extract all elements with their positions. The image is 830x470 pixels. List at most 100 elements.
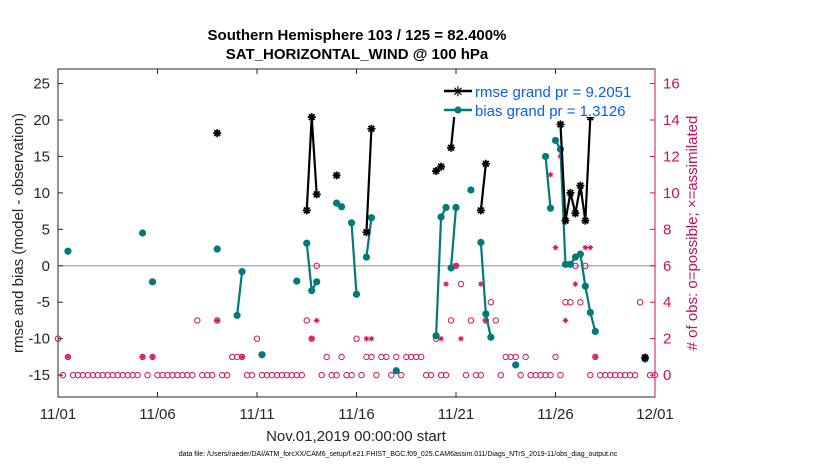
- possible-count-marker: [353, 335, 360, 342]
- assimilated-count-stroke: [443, 281, 449, 287]
- assimilated-count-stroke: [65, 354, 71, 360]
- rmse-point-stroke: [477, 206, 485, 214]
- bias-point: [551, 136, 560, 145]
- possible-count-marker: [338, 353, 345, 361]
- assimilated-count-marker: [547, 171, 554, 178]
- bias-point: [591, 327, 599, 335]
- bias-point: [64, 247, 72, 255]
- bias-point: [576, 250, 584, 258]
- bias-point: [313, 278, 321, 286]
- bias-point: [308, 286, 316, 295]
- bias-point: [586, 308, 594, 317]
- rmse-point-stroke: [556, 120, 564, 128]
- possible-count-marker: [368, 353, 375, 361]
- rmse-point-stroke: [482, 160, 490, 168]
- rmse-point: [561, 216, 570, 225]
- possible-count-marker: [223, 371, 231, 379]
- rmse-point-stroke: [561, 217, 569, 225]
- rmse-point: [481, 159, 490, 168]
- rmse-point-stroke: [313, 190, 321, 198]
- y-right-tick-label: 8: [663, 221, 671, 238]
- bias-point: [337, 203, 346, 211]
- assimilated-count-marker: [458, 335, 464, 342]
- bias-point: [452, 203, 460, 212]
- assimilated-count-stroke: [309, 336, 315, 342]
- rmse-point: [367, 124, 376, 133]
- assimilated-count-marker: [552, 244, 559, 251]
- assimilated-count-marker: [438, 335, 444, 342]
- x-tick-label: 11/01: [40, 406, 76, 423]
- bias-point: [512, 361, 520, 369]
- possible-count-marker: [323, 353, 330, 361]
- rmse-point: [476, 206, 485, 215]
- rmse-point-stroke: [641, 354, 649, 362]
- y-left-tick-label: 0: [42, 258, 50, 275]
- bias-line-segment: [544, 156, 552, 209]
- bias-point: [482, 310, 490, 318]
- legend: ✳ rmse grand pr = 9.2051 bias grand pr =…: [440, 77, 649, 120]
- assimilated-count-stroke: [573, 281, 578, 287]
- x-tick-label: 12/01: [636, 406, 674, 423]
- bias-point: [333, 199, 341, 207]
- bias-point: [352, 290, 361, 298]
- possible-count-marker: [303, 317, 310, 324]
- bias-point: [546, 204, 555, 212]
- rmse-point: [576, 181, 585, 190]
- possible-count-marker: [447, 317, 455, 324]
- possible-count-marker: [393, 353, 400, 361]
- footnote: data file: /Users/raeder/DAI/ATM_forcXX/…: [179, 451, 618, 458]
- assimilated-count-stroke: [438, 336, 444, 342]
- assimilated-count-stroke: [314, 318, 320, 323]
- possible-count-marker: [298, 371, 305, 379]
- legend-box: [440, 77, 649, 117]
- bias-point: [581, 282, 589, 290]
- possible-count-marker: [318, 371, 325, 379]
- possible-count-marker: [552, 353, 559, 361]
- possible-count-marker: [577, 299, 584, 306]
- possible-count-marker: [547, 371, 554, 379]
- rmse-point: [312, 190, 321, 199]
- rmse-point-stroke: [581, 217, 589, 225]
- bias-point: [148, 278, 157, 286]
- bias-point: [138, 229, 147, 237]
- bias-line-segment: [350, 222, 358, 295]
- rmse-point: [556, 120, 565, 129]
- assimilated-count-marker: [149, 354, 156, 360]
- possible-count-marker: [636, 299, 644, 306]
- y-axis-left-label: rmse and bias (model - observation): [10, 113, 27, 353]
- bias-point: [467, 186, 475, 194]
- rmse-point: [437, 162, 446, 171]
- assimilated-count-stroke: [478, 281, 484, 287]
- rmse-point-stroke: [571, 209, 579, 217]
- y-left-tick-label: 25: [33, 76, 50, 93]
- assimilated-count-stroke: [150, 354, 155, 360]
- x-tick-label: 11/16: [338, 406, 374, 423]
- possible-count-marker: [497, 371, 504, 379]
- legend-rmse-marker: ✳: [453, 84, 464, 99]
- rmse-point-stroke: [213, 129, 221, 137]
- rmse-point-stroke: [308, 113, 316, 121]
- bias-point: [487, 333, 495, 341]
- assimilated-count-stroke: [583, 245, 588, 250]
- assimilated-count-stroke: [214, 318, 220, 323]
- rmse-point: [581, 216, 590, 225]
- bias-point: [432, 332, 440, 340]
- bias-point: [561, 260, 570, 268]
- possible-count-marker: [194, 317, 201, 324]
- y-left-tick-label: 5: [42, 221, 50, 238]
- assimilated-count-stroke: [458, 336, 464, 342]
- x-tick-label: 11/26: [537, 406, 573, 423]
- rmse-point-stroke: [367, 125, 375, 133]
- y-left-tick-label: -5: [37, 294, 50, 311]
- assimilated-count-stroke: [548, 172, 553, 178]
- possible-count-marker: [631, 371, 639, 379]
- possible-count-marker: [398, 371, 405, 379]
- chart-title: Southern Hemisphere 103 / 125 = 82.400%: [208, 27, 507, 44]
- rmse-point-stroke: [437, 163, 445, 171]
- x-tick-label: 11/11: [239, 406, 274, 423]
- possible-count-marker: [457, 280, 465, 288]
- assimilated-count-stroke: [553, 245, 558, 250]
- rmse-point-stroke: [566, 189, 574, 197]
- bias-line-segment: [236, 271, 244, 316]
